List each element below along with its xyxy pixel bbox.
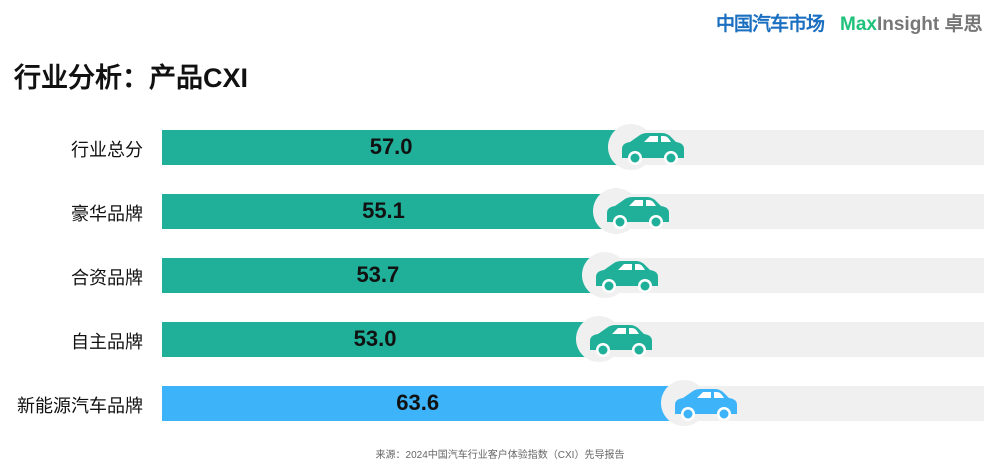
category-label: 新能源汽车品牌 — [17, 396, 143, 416]
value-label: 63.6 — [396, 390, 440, 415]
chart-title: 行业分析：产品CXI — [14, 63, 249, 93]
value-label: 53.7 — [356, 262, 400, 287]
category-label: 行业总分 — [71, 140, 143, 160]
bar-row: 豪华品牌 55.1 — [0, 188, 1000, 234]
china-auto-market-logo: 中国汽车市场 — [716, 14, 825, 35]
car-icon — [581, 252, 658, 298]
value-label: 53.0 — [353, 326, 397, 351]
source-note: 来源：2024中国汽车行业客户体验指数（CXI）先导报告 — [375, 450, 625, 461]
category-label: 豪华品牌 — [71, 204, 143, 224]
bar — [162, 386, 674, 421]
logo-insight: Insight 卓思 — [876, 14, 983, 35]
value-label: 55.1 — [362, 198, 405, 223]
car-icon — [576, 316, 653, 362]
bar — [162, 130, 621, 165]
category-label: 合资品牌 — [71, 268, 143, 288]
car-icon — [593, 188, 669, 234]
value-label: 57.0 — [369, 134, 413, 159]
bar-row: 合资品牌 53.7 — [0, 252, 1000, 298]
bar-row: 自主品牌 53.0 — [0, 316, 1000, 362]
maxinsight-logo: MaxInsight 卓思 — [840, 9, 983, 36]
car-icon — [661, 380, 738, 426]
bar — [162, 322, 589, 357]
bar — [162, 194, 605, 229]
logo-max: Max — [840, 14, 877, 35]
car-icon — [608, 124, 685, 170]
bar-row: 新能源汽车品牌 63.6 — [0, 380, 1000, 426]
category-label: 自主品牌 — [71, 332, 143, 352]
bar-row: 行业总分 57.0 — [0, 124, 1000, 170]
bar — [162, 258, 594, 293]
